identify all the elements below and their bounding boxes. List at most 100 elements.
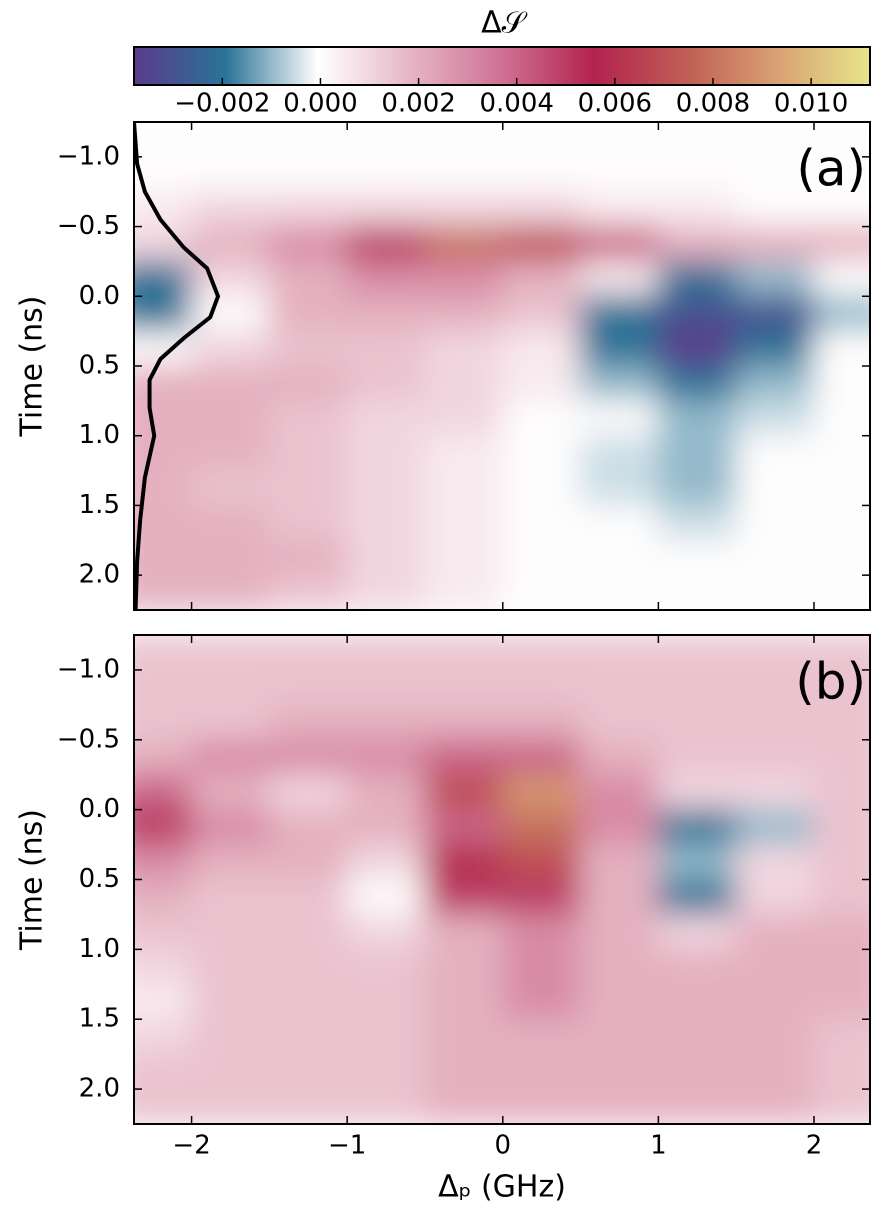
heatmap-cell: [813, 635, 870, 671]
heatmap: [134, 635, 870, 1124]
heatmap-cell: [346, 156, 426, 193]
heatmap-cell: [657, 365, 737, 402]
heatmap-cell: [191, 809, 270, 846]
colorbar-tick-label: 0.006: [578, 89, 652, 119]
heatmap-cell: [424, 948, 504, 985]
heatmap-cell: [657, 983, 737, 1020]
heatmap-cell: [346, 774, 426, 811]
heatmap-cell: [735, 879, 815, 915]
heatmap-cell: [657, 1088, 737, 1124]
heatmap-cell: [502, 704, 582, 741]
heatmap-cell: [346, 226, 426, 262]
heatmap-cell: [268, 330, 348, 367]
heatmap-cell: [134, 330, 193, 367]
heatmap-cell: [502, 844, 582, 880]
heatmap-cell: [346, 539, 426, 576]
heatmap-cell: [502, 879, 582, 915]
heatmap-cell: [735, 739, 815, 776]
heatmap-cell: [268, 122, 348, 158]
heatmap-cell: [346, 365, 426, 402]
heatmap-cell: [735, 948, 815, 985]
heatmap-cell: [268, 156, 348, 193]
heatmap-cell: [735, 295, 815, 332]
heatmap-cell: [735, 809, 815, 846]
heatmap-cell: [346, 1088, 426, 1124]
heatmap-cell: [657, 226, 737, 262]
heatmap-cell: [813, 435, 870, 472]
heatmap-cell: [657, 913, 737, 950]
heatmap-cell: [191, 156, 270, 193]
heatmap-cell: [134, 156, 193, 193]
heatmap-cell: [813, 191, 870, 228]
heatmap-cell: [191, 879, 270, 915]
heatmap-cell: [424, 1088, 504, 1124]
heatmap-cell: [268, 226, 348, 262]
y-tick-label: 1.5: [79, 490, 120, 520]
heatmap-cell: [502, 913, 582, 950]
heatmap-cell: [502, 295, 582, 332]
heatmap-cell: [735, 470, 815, 506]
heatmap-cell: [268, 983, 348, 1020]
heatmap-cell: [580, 704, 659, 741]
heatmap-cell: [191, 191, 270, 228]
heatmap-cell: [813, 809, 870, 846]
heatmap-cell: [735, 122, 815, 158]
heatmap-cell: [580, 226, 659, 262]
y-axis-label: Time (ns): [15, 809, 50, 951]
heatmap-cell: [502, 1088, 582, 1124]
heatmap-cell: [580, 879, 659, 915]
heatmap-cell: [502, 226, 582, 262]
panel-label: (b): [795, 653, 866, 711]
heatmap-cell: [502, 669, 582, 706]
heatmap-cell: [813, 913, 870, 950]
y-tick-label: −0.5: [57, 724, 120, 754]
heatmap-cell: [268, 574, 348, 610]
heatmap-cell: [502, 1053, 582, 1090]
heatmap-cell: [191, 1018, 270, 1055]
heatmap-cell: [424, 844, 504, 880]
heatmap-cell: [191, 365, 270, 402]
heatmap-cell: [813, 704, 870, 741]
heatmap-cell: [191, 295, 270, 332]
heatmap-cell: [191, 635, 270, 671]
heatmap-cell: [813, 774, 870, 811]
heatmap-cell: [657, 1053, 737, 1090]
heatmap-cell: [735, 635, 815, 671]
heatmap-cell: [580, 809, 659, 846]
heatmap-cell: [657, 400, 737, 437]
heatmap-cell: [346, 739, 426, 776]
heatmap-cell: [346, 704, 426, 741]
heatmap-cell: [580, 539, 659, 576]
heatmap-cell: [580, 330, 659, 367]
heatmap-cell: [657, 809, 737, 846]
heatmap-cell: [346, 504, 426, 541]
heatmap-cell: [502, 1018, 582, 1055]
heatmap-cell: [191, 122, 270, 158]
heatmap-cell: [268, 470, 348, 506]
heatmap-cell: [424, 809, 504, 846]
heatmap-cell: [813, 539, 870, 576]
heatmap-cell: [735, 983, 815, 1020]
heatmap-cell: [735, 365, 815, 402]
heatmap-cell: [813, 226, 870, 262]
heatmap-cell: [134, 435, 193, 472]
heatmap-cell: [191, 226, 270, 262]
heatmap-cell: [268, 704, 348, 741]
heatmap-cell: [657, 122, 737, 158]
y-tick-label: 1.5: [79, 1004, 120, 1034]
heatmap-cell: [424, 739, 504, 776]
heatmap-cell: [424, 635, 504, 671]
heatmap-cell: [735, 191, 815, 228]
y-axis-label: Time (ns): [15, 295, 50, 437]
heatmap-cell: [346, 260, 426, 297]
heatmap-cell: [657, 295, 737, 332]
heatmap-cell: [191, 844, 270, 880]
heatmap-cell: [580, 470, 659, 506]
heatmap-cell: [134, 400, 193, 437]
heatmap-cell: [657, 574, 737, 610]
heatmap-cell: [502, 400, 582, 437]
heatmap-cell: [580, 983, 659, 1020]
heatmap-cell: [191, 1088, 270, 1124]
heatmap-cell: [813, 574, 870, 610]
heatmap-cell: [502, 809, 582, 846]
